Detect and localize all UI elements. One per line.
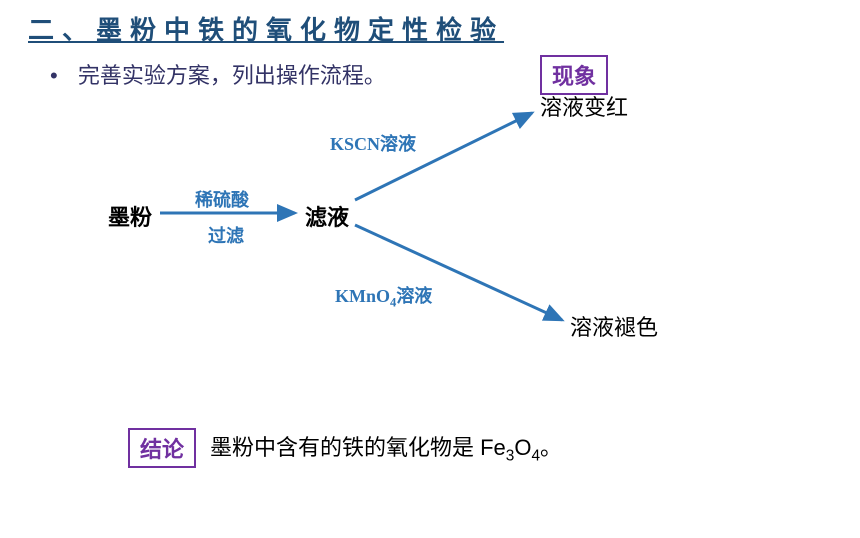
conclusion-pre: 墨粉中含有的铁的氧化物是 Fe: [210, 435, 506, 460]
conclusion-sub2: 4: [531, 447, 540, 464]
bullet-text: 完善实验方案，列出操作流程。: [78, 63, 386, 88]
reagent-kmno4: KMnO4溶液: [335, 282, 432, 311]
kmno4-pre: KMnO: [335, 286, 390, 306]
reagent-acid: 稀硫酸: [195, 186, 249, 212]
bullet-line: • 完善实验方案，列出操作流程。: [50, 58, 386, 90]
result-red: 溶液变红: [540, 90, 628, 122]
node-filtrate: 滤液: [305, 200, 349, 232]
phenomenon-badge: 现象: [540, 55, 608, 95]
section-heading: 二、墨粉中铁的氧化物定性检验: [28, 10, 504, 47]
node-start: 墨粉: [108, 200, 152, 232]
kmno4-post: 溶液: [396, 286, 432, 306]
arrow-filtrate-to-red: [355, 113, 532, 200]
conclusion-post: 。: [540, 435, 562, 460]
conclusion-text: 墨粉中含有的铁的氧化物是 Fe3O4。: [210, 430, 562, 465]
conclusion-badge: 结论: [128, 428, 196, 468]
reagent-filter: 过滤: [208, 222, 244, 248]
bullet-dot: •: [50, 63, 58, 89]
conclusion-mid: O: [514, 435, 531, 460]
result-fade: 溶液褪色: [570, 310, 658, 342]
reagent-kscn: KSCN溶液: [330, 130, 416, 156]
